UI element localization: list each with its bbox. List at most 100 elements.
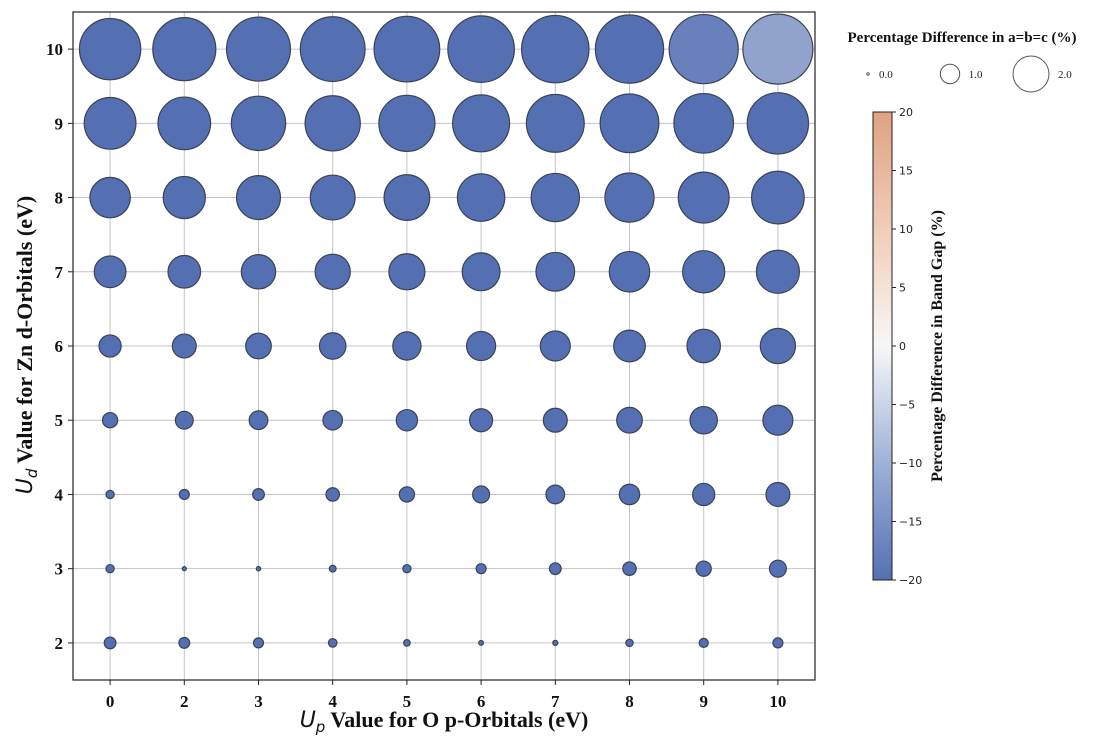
bubble-point xyxy=(235,175,282,221)
bubble-point xyxy=(452,94,511,153)
y-tick-label: 9 xyxy=(55,114,64,133)
bubble-point xyxy=(535,251,576,292)
bubble-layer xyxy=(78,13,814,650)
bubble-point xyxy=(768,559,787,578)
bubble-point xyxy=(325,487,341,502)
bubble-point xyxy=(765,481,791,507)
y-tick-label: 7 xyxy=(55,263,64,282)
bubble-point xyxy=(751,170,805,225)
bubble-point xyxy=(383,174,431,221)
bubble-point xyxy=(525,93,585,153)
y-tick-label: 5 xyxy=(55,411,64,430)
bubble-point xyxy=(178,488,190,501)
bubble-point xyxy=(171,333,197,359)
bubble-point xyxy=(174,410,194,430)
bubble-point xyxy=(613,329,646,363)
bubble-point xyxy=(392,331,422,361)
bubble-point xyxy=(255,565,262,572)
bubble-point xyxy=(402,563,412,574)
bubble-point xyxy=(759,327,797,365)
bubble-point xyxy=(539,330,571,362)
bubble-point xyxy=(447,15,515,83)
y-axis-title-symbol: U xyxy=(13,478,38,494)
colorbar-tick-label: 10 xyxy=(899,223,913,236)
bubble-point xyxy=(668,13,739,85)
y-axis-title: Ud Value for Zn d-Orbitals (eV) xyxy=(12,196,41,494)
bubble-point xyxy=(230,95,287,152)
x-axis-title-symbol: U xyxy=(300,708,316,733)
colorbar-tick-label: −10 xyxy=(899,457,922,470)
bubble-point xyxy=(692,482,716,507)
bubble-point xyxy=(103,636,117,650)
x-tick-label: 0 xyxy=(106,692,115,711)
bubble-point xyxy=(542,407,568,433)
bubble-point xyxy=(698,637,709,649)
x-tick-label: 9 xyxy=(699,692,708,711)
y-tick-label: 8 xyxy=(55,189,64,208)
bubble-point xyxy=(378,94,436,152)
bubble-point xyxy=(475,563,487,575)
y-tick-label: 2 xyxy=(55,634,64,653)
bubble-point xyxy=(157,96,212,151)
bubble-point xyxy=(314,253,351,290)
size-legend-label: 2.0 xyxy=(1058,69,1072,81)
x-tick-label: 8 xyxy=(625,692,634,711)
y-tick-labels: 2 3 4 5 6 7 8 9 10 xyxy=(46,40,73,653)
bubble-point xyxy=(152,16,217,82)
bubble-point xyxy=(461,252,501,292)
bubble-point xyxy=(472,485,491,504)
colorbar-rect xyxy=(872,111,893,581)
bubble-point xyxy=(240,254,277,290)
bubble-point xyxy=(742,13,814,85)
bubble-point xyxy=(695,560,712,577)
bubble-point xyxy=(772,637,784,649)
bubble-point xyxy=(673,92,735,154)
bubble-point xyxy=(762,404,794,436)
bubble-point xyxy=(328,564,337,573)
bubble-point xyxy=(398,486,416,503)
bubble-point xyxy=(167,254,202,289)
y-tick-label: 6 xyxy=(55,337,64,356)
bubble-point xyxy=(478,639,485,646)
x-tick-label: 4 xyxy=(328,692,337,711)
bubble-point xyxy=(548,562,562,576)
colorbar-tick-label: 0 xyxy=(899,340,906,353)
bubble-point xyxy=(604,172,655,223)
bubble-point xyxy=(304,95,361,152)
bubble-point xyxy=(98,334,122,358)
bubble-point xyxy=(105,563,115,574)
size-legend-title: Percentage Difference in a=b=c (%) xyxy=(848,30,1077,46)
bubble-point xyxy=(686,328,722,364)
size-legend: Percentage Difference in a=b=c (%) 0.0 1.… xyxy=(848,30,1077,93)
y-axis-title-subscript: d xyxy=(23,468,41,478)
bubble-point xyxy=(682,250,726,294)
bubble-point xyxy=(309,174,356,221)
bubble-point xyxy=(181,566,187,572)
bubble-point xyxy=(373,15,441,83)
bubble-point xyxy=(599,93,660,154)
bubble-point xyxy=(622,561,637,576)
bubble-point xyxy=(618,483,641,506)
colorbar-tick-label: −5 xyxy=(899,399,915,412)
x-tick-label: 7 xyxy=(551,692,560,711)
x-tick-label: 10 xyxy=(769,692,786,711)
bubble-point xyxy=(101,412,119,429)
bubble-point xyxy=(403,639,411,647)
y-tick-label: 10 xyxy=(46,40,63,59)
colorbar-title: Percentage Difference in Band Gap (%) xyxy=(929,210,946,482)
bubble-point xyxy=(594,14,665,84)
x-axis-title-subscript: p xyxy=(315,718,326,736)
bubble-point xyxy=(318,332,347,360)
x-tick-labels: 0 2 3 4 5 6 7 8 9 10 xyxy=(106,680,786,711)
x-axis-title: Up Value for O p-Orbitals (eV) xyxy=(300,707,589,736)
bubble-point xyxy=(322,409,344,431)
bubble-point xyxy=(252,637,265,649)
size-legend-marker xyxy=(1012,55,1050,93)
colorbar: −20 −15 −10 −5 0 5 10 15 20 Percentage Differenc… xyxy=(872,106,946,587)
bubble-point xyxy=(465,330,497,362)
size-legend-label: 0.0 xyxy=(879,69,893,81)
bubble-point xyxy=(468,408,494,433)
size-legend-marker xyxy=(939,63,961,85)
colorbar-tick-label: −15 xyxy=(899,516,922,529)
